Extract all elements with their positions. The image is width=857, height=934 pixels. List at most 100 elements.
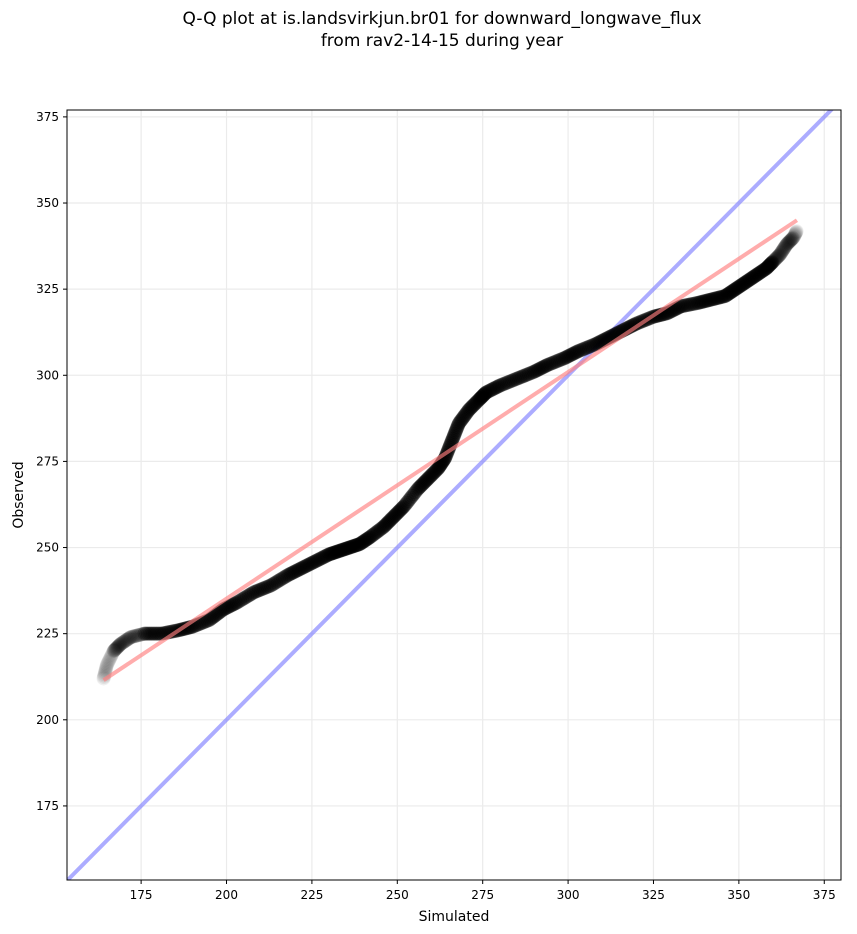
data-point — [721, 286, 736, 301]
data-point — [532, 362, 547, 377]
data-point — [255, 581, 270, 596]
data-point — [108, 642, 123, 657]
data-point — [324, 546, 339, 561]
data-point — [767, 253, 782, 268]
data-point — [732, 279, 747, 294]
data-point — [359, 532, 374, 547]
data-point — [280, 568, 295, 583]
data-point — [130, 628, 145, 643]
data-point — [396, 500, 411, 515]
data-point — [589, 336, 604, 351]
data-point — [496, 377, 511, 392]
data-point — [393, 503, 408, 518]
data-point — [788, 227, 803, 242]
data-point — [526, 364, 541, 379]
data-point — [529, 363, 544, 378]
y-tick-label: 275 — [36, 454, 59, 468]
data-point — [729, 281, 744, 296]
data-point — [224, 598, 239, 613]
data-point — [105, 646, 120, 661]
data-point — [478, 386, 493, 401]
chart-title: Q-Q plot at is.landsvirkjun.br01 for dow… — [0, 8, 857, 52]
data-point — [705, 292, 720, 307]
data-point — [689, 296, 704, 311]
data-point — [228, 596, 243, 611]
data-point — [209, 607, 224, 622]
x-axis-ticks: 175 200 225 250 275 300 325 350 375 — [130, 880, 836, 902]
data-point — [368, 526, 383, 541]
data-point — [772, 247, 787, 262]
data-point — [718, 289, 733, 304]
data-point — [758, 262, 773, 277]
data-point — [263, 578, 278, 593]
plot-frame — [66, 109, 842, 881]
data-point — [756, 263, 771, 278]
data-point — [111, 639, 126, 654]
data-point — [430, 462, 445, 477]
data-point — [449, 421, 464, 436]
data-point — [257, 581, 272, 596]
data-point — [480, 384, 495, 399]
data-point — [99, 660, 114, 675]
data-point — [377, 518, 392, 533]
data-point — [722, 286, 737, 301]
data-point — [211, 605, 226, 620]
data-point — [253, 582, 268, 597]
data-point — [596, 333, 611, 348]
x-tick-label: 325 — [642, 888, 665, 902]
data-point — [675, 299, 690, 314]
data-point — [225, 597, 240, 612]
data-point — [712, 290, 727, 305]
data-point — [313, 551, 328, 566]
data-point — [203, 611, 218, 626]
data-point — [217, 601, 232, 616]
data-point — [592, 335, 607, 350]
data-point — [727, 282, 742, 297]
y-tick-label: 350 — [36, 196, 59, 210]
data-point — [231, 594, 246, 609]
data-point — [355, 535, 370, 550]
data-point — [773, 246, 788, 261]
data-point — [782, 234, 797, 249]
data-point — [388, 507, 403, 522]
data-point — [423, 469, 438, 484]
x-tick-label: 375 — [813, 888, 836, 902]
data-point — [759, 260, 774, 275]
data-point — [723, 285, 738, 300]
data-point — [768, 251, 783, 266]
data-point — [152, 626, 167, 641]
data-point — [213, 604, 228, 619]
data-point — [762, 258, 777, 273]
data-point — [508, 372, 523, 387]
data-point — [700, 293, 715, 308]
data-point — [477, 386, 492, 401]
data-point — [786, 230, 801, 245]
data-point — [347, 538, 362, 553]
data-point — [757, 262, 772, 277]
data-point — [103, 650, 118, 665]
data-point — [379, 516, 394, 531]
data-point — [362, 530, 377, 545]
data-point — [361, 530, 376, 545]
data-point — [383, 512, 398, 527]
data-point — [425, 467, 440, 482]
data-point — [312, 552, 327, 567]
data-point — [353, 536, 368, 551]
y-axis-ticks: 175 200 225 250 275 300 325 350 375 — [36, 110, 67, 813]
data-point — [783, 233, 798, 248]
data-point — [503, 374, 518, 389]
data-point — [338, 541, 353, 556]
data-point — [744, 271, 759, 286]
data-point — [100, 656, 115, 671]
data-point — [251, 583, 266, 598]
data-point — [593, 334, 608, 349]
data-point — [569, 344, 584, 359]
data-point — [373, 521, 388, 536]
data-point — [339, 541, 354, 556]
data-point — [290, 563, 305, 578]
data-point — [317, 549, 332, 564]
data-point — [245, 586, 260, 601]
data-point — [579, 340, 594, 355]
data-point — [447, 426, 462, 441]
data-point — [397, 499, 412, 514]
